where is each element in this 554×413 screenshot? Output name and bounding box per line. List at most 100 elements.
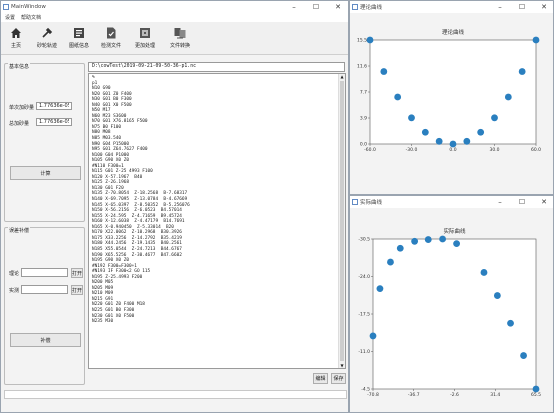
toolbar-convert-button[interactable]: 文件转换 — [167, 24, 193, 52]
toolbar-drawing-info-button[interactable]: 图纸信息 — [66, 24, 92, 52]
code-line: N215 G91 — [92, 296, 114, 302]
compensation-title: 误差补偿 — [8, 227, 31, 234]
code-line: N10 G90 — [92, 86, 111, 92]
maximize-icon[interactable]: ☐ — [518, 3, 526, 11]
theory-y-tick-label: 3.9 — [360, 116, 367, 122]
maximize-icon[interactable]: ☐ — [312, 3, 320, 11]
actual-file-field[interactable] — [21, 285, 68, 294]
theory-y-tick-label: 15.5 — [357, 38, 367, 44]
code-line: N195 G90 X0 Z0 — [92, 258, 130, 264]
code-line: N30 G01 B0 F300 — [92, 97, 132, 103]
file-path-field[interactable]: D:\cowTest\2019-09-21-09-50-36-p1.nc — [88, 62, 345, 72]
code-line: N170 X22.0062 Z-10.2968 B30.3926 — [92, 230, 182, 236]
code-line: N75 B0 F100 — [92, 124, 122, 130]
total-sand-field[interactable] — [36, 118, 72, 126]
actual-y-tick-label: -24.0 — [358, 274, 370, 280]
status-bar — [4, 390, 347, 399]
edit-button[interactable]: 编辑 — [313, 373, 328, 384]
theory-x-tick-label: 30.0 — [489, 147, 499, 153]
menu-settings[interactable]: 设置 — [5, 15, 16, 21]
minimize-icon[interactable]: – — [498, 198, 502, 206]
total-sand-label: 总加砂量 — [9, 121, 30, 127]
scrollbar-thumb[interactable] — [340, 81, 344, 361]
close-icon[interactable]: ✕ — [541, 3, 547, 11]
minimize-icon[interactable]: – — [498, 3, 502, 11]
theory-titlebar: 理论曲线 – ☐ ✕ — [350, 1, 553, 13]
code-line: N190 X65.5256 Z-30.4677 B47.6602 — [92, 252, 182, 258]
code-line: % — [92, 75, 95, 80]
toolbar-process-button[interactable]: 更加处理 — [132, 24, 158, 52]
main-window: MainWindow – ☐ ✕ 设置 帮助文档 主页 砂轮轨迹 图纸信息 检测… — [0, 0, 349, 413]
process-icon — [140, 28, 150, 38]
code-line: #N192 F300=F300+1 — [92, 263, 137, 269]
close-icon[interactable]: ✕ — [541, 198, 547, 206]
actual-plot-area — [372, 238, 537, 390]
actual-data-point — [424, 236, 432, 243]
minimize-icon[interactable]: – — [292, 3, 296, 11]
check-file-icon — [107, 27, 116, 39]
actual-data-point — [369, 332, 377, 340]
theory-data-point — [491, 114, 498, 122]
basic-info-group: 基本信息 单次加砂量 总加砂量 计算 — [4, 63, 85, 222]
main-titlebar: MainWindow – ☐ ✕ — [1, 1, 348, 13]
code-line: N230 G01 X0 F500 — [92, 313, 135, 319]
save-button[interactable]: 保存 — [331, 373, 346, 384]
toolbar-home-button[interactable]: 主页 — [5, 24, 27, 52]
theory-x-tick-label: 0.0 — [449, 147, 456, 153]
menu-help[interactable]: 帮助文档 — [21, 15, 42, 21]
actual-x-tick-label: -70.8 — [367, 392, 379, 398]
info-icon — [74, 28, 84, 38]
actual-x-tick-label: 65.5 — [531, 392, 541, 398]
code-line: N50 M17 — [92, 108, 111, 114]
theory-data-point — [463, 137, 471, 145]
compensate-button[interactable]: 补偿 — [10, 333, 81, 347]
app-icon — [3, 4, 9, 10]
theory-data-point — [366, 36, 374, 44]
theory-plot-area — [369, 39, 537, 145]
actual-data-point — [453, 240, 460, 248]
open-theory-button[interactable]: 打开 — [71, 268, 83, 278]
actual-data-point — [493, 292, 501, 299]
actual-chart-title: 实际曲线 — [443, 227, 466, 235]
nc-code-editor[interactable]: % p1 N10 G90 N20 G01 Z0 F400 N30 G01 B0 F300… — [88, 73, 346, 369]
code-scrollbar[interactable]: ▲ ▼ — [338, 74, 345, 368]
actual-curve-window: 实际曲线 – ☐ ✕ 实际曲线 -70.8 -36.7 -2.6 31.4 65.5 -4.… — [349, 195, 554, 413]
theory-file-field[interactable] — [21, 268, 68, 277]
close-icon[interactable]: ✕ — [335, 3, 341, 11]
code-line: N185 X55.0544 Z-24.7213 B44.6767 — [92, 246, 182, 252]
code-line: N130 G01 F20 — [92, 185, 124, 191]
single-sand-field[interactable] — [36, 102, 72, 110]
toolbar-check-file-button[interactable]: 检测文件 — [98, 24, 124, 52]
actual-data-point — [376, 285, 384, 293]
theory-data-point — [394, 93, 402, 101]
code-line: N85 M03.540 — [92, 136, 122, 142]
theory-data-point — [504, 93, 512, 101]
scroll-down-icon[interactable]: ▼ — [340, 363, 344, 368]
code-line: N90 G04 P15000 — [92, 141, 130, 147]
scroll-up-icon[interactable]: ▲ — [340, 74, 344, 79]
code-line: N80 M08 — [92, 130, 111, 136]
theory-y-tick-label: 7.7 — [360, 90, 367, 96]
actual-data-point — [507, 319, 514, 327]
code-line: #N110 F300=1 — [92, 163, 124, 169]
actual-data-point — [387, 258, 394, 266]
theory-data-point — [449, 140, 457, 148]
window-controls: – ☐ ✕ — [283, 1, 349, 13]
window-title: MainWindow — [11, 4, 46, 10]
calculate-button[interactable]: 计算 — [10, 166, 81, 180]
code-line: N105 G90 X0 Z0 — [92, 158, 130, 164]
theory-data-point — [477, 128, 485, 136]
actual-data-point — [439, 235, 447, 243]
actual-data-point — [396, 244, 404, 252]
code-line: N200 M05 — [92, 280, 114, 286]
code-line: N150 X-56.2156 Z-6.0523 B4.57014 — [92, 208, 182, 214]
theory-data-point — [421, 128, 429, 136]
maximize-icon[interactable]: ☐ — [518, 198, 526, 206]
actual-window-controls: – ☐ ✕ — [489, 196, 554, 208]
toolbar-wheel-path-button[interactable]: 砂轮轨迹 — [34, 24, 60, 52]
actual-y-tick-label: -30.5 — [358, 237, 370, 243]
open-actual-button[interactable]: 打开 — [71, 285, 83, 295]
nc-code-text: % p1 N10 G90 N20 G01 Z0 F400 N30 G01 B0 F300… — [92, 75, 190, 325]
single-sand-label: 单次加砂量 — [9, 105, 35, 111]
theory-chart: 理论曲线 -60.0 -30.0 0.0 30.0 60.0 0.0 3.9 7.7 11.6 15… — [357, 28, 541, 153]
